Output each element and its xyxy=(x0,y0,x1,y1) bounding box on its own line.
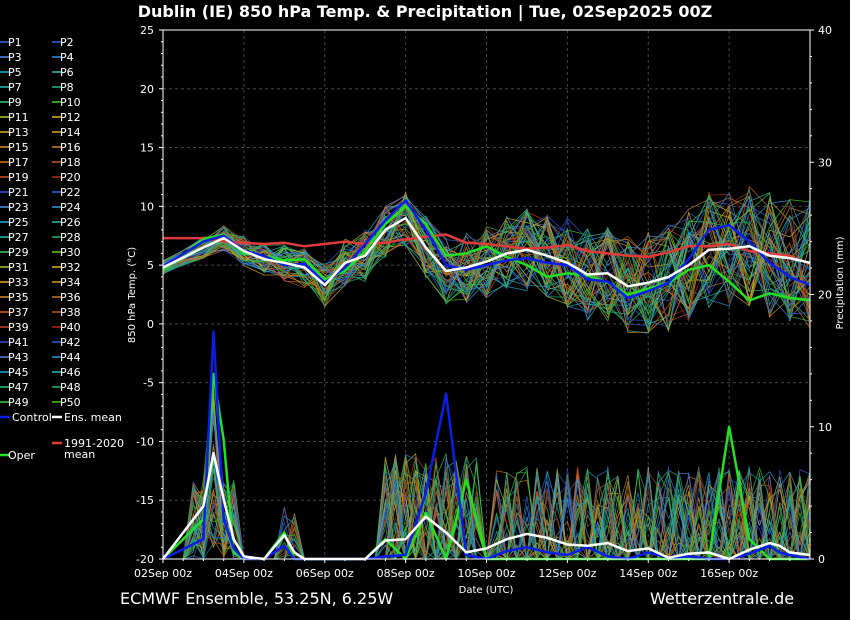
legend-label: Control xyxy=(12,411,52,424)
legend-label: P29 xyxy=(8,246,29,259)
series-ens-mean-temp xyxy=(162,216,811,288)
legend-label: P8 xyxy=(60,81,74,94)
ensemble-temp-line xyxy=(162,210,811,316)
legend-label: P19 xyxy=(8,171,29,184)
y-right-tick-label: 40 xyxy=(818,24,832,37)
x-tick-label: 06Sep 00z xyxy=(296,567,354,580)
y-left-tick-label: -10 xyxy=(136,435,154,448)
legend-label: 1991-2020 xyxy=(64,437,124,450)
x-tick-label: 14Sep 00z xyxy=(619,567,677,580)
footer-source: ECMWF Ensemble, 53.25N, 6.25W xyxy=(120,589,393,608)
legend-label: P15 xyxy=(8,141,29,154)
legend-label: P42 xyxy=(60,336,81,349)
legend-label: P22 xyxy=(60,186,81,199)
legend-label: P1 xyxy=(8,36,22,49)
y-right-tick-label: 30 xyxy=(818,156,832,169)
y-left-tick-label: 25 xyxy=(140,24,154,37)
legend-label: P20 xyxy=(60,171,81,184)
legend-label: P6 xyxy=(60,66,74,79)
ensemble-temp-line xyxy=(162,199,811,322)
legend-label: P43 xyxy=(8,351,29,364)
y-left-tick-label: -20 xyxy=(136,553,154,566)
y-left-tick-label: -5 xyxy=(143,377,154,390)
legend-label: P24 xyxy=(60,201,81,214)
ensemble-temp-line xyxy=(162,195,811,319)
series-control-temp xyxy=(162,199,811,300)
y-axis-left-label: 850 hPa Temp. (°C) xyxy=(127,247,138,343)
legend-label: P11 xyxy=(8,111,29,124)
legend-label: P37 xyxy=(8,306,29,319)
y-right-tick-label: 20 xyxy=(818,289,832,302)
legend-label: P44 xyxy=(60,351,81,364)
x-axis-label: Date (UTC) xyxy=(459,585,514,596)
x-tick-label: 10Sep 00z xyxy=(458,567,516,580)
legend-label: P50 xyxy=(60,396,81,409)
ensemble-temp-line xyxy=(162,187,811,315)
legend-label: P47 xyxy=(8,381,29,394)
legend-label: P13 xyxy=(8,126,29,139)
axis-ticks: 25 20 15 10 5 0 -5 -10 -15 -20 40 30 20 10 0 02Sep 00z 0… xyxy=(134,24,832,580)
ensemble-temp-line xyxy=(162,192,811,333)
legend-label: P14 xyxy=(60,126,81,139)
footer-site: Wetterzentrale.de xyxy=(650,589,794,608)
series-oper-temp xyxy=(162,205,811,302)
legend-label: P10 xyxy=(60,96,81,109)
legend-label: P28 xyxy=(60,231,81,244)
legend-label: P21 xyxy=(8,186,29,199)
legend-label: P36 xyxy=(60,291,81,304)
legend-label: P46 xyxy=(60,366,81,379)
legend-label: P35 xyxy=(8,291,29,304)
legend-label: P48 xyxy=(60,381,81,394)
legend-label: mean xyxy=(64,448,95,461)
legend-label: P3 xyxy=(8,51,22,64)
y-left-tick-label: 15 xyxy=(140,142,154,155)
y-right-tick-label: 10 xyxy=(818,421,832,434)
legend-label: P34 xyxy=(60,276,81,289)
legend-label: P39 xyxy=(8,321,29,334)
legend-label: Ens. mean xyxy=(64,411,122,424)
x-tick-label: 12Sep 00z xyxy=(538,567,596,580)
legend-label: P31 xyxy=(8,261,29,274)
y-left-tick-label: 5 xyxy=(147,259,154,272)
y-right-tick-label: 0 xyxy=(818,553,825,566)
legend: P1 P2 P3 P4 P5 P6 P7 P8 P9 P10 P11 P12 P13 P14 P15 P16 P… xyxy=(0,36,124,462)
x-tick-label: 04Sep 00z xyxy=(215,567,273,580)
y-axis-right-label: Precipitation (mm) xyxy=(835,236,846,329)
y-left-tick-label: 10 xyxy=(140,200,154,213)
x-tick-label: 08Sep 00z xyxy=(377,567,435,580)
legend-label: P7 xyxy=(8,81,22,94)
legend-label: P23 xyxy=(8,201,29,214)
y-left-tick-label: 20 xyxy=(140,83,154,96)
legend-label: P16 xyxy=(60,141,81,154)
chart-title: Dublin (IE) 850 hPa Temp. & Precipitatio… xyxy=(138,2,713,22)
legend-label: P45 xyxy=(8,366,29,379)
legend-label: Oper xyxy=(8,449,35,462)
y-left-tick-label: -15 xyxy=(136,494,154,507)
legend-label: P5 xyxy=(8,66,22,79)
legend-label: P30 xyxy=(60,246,81,259)
legend-label: P38 xyxy=(60,306,81,319)
legend-label: P26 xyxy=(60,216,81,229)
legend-label: P9 xyxy=(8,96,22,109)
series-1991-2020-mean-temp xyxy=(163,233,811,266)
legend-label: P17 xyxy=(8,156,29,169)
x-tick-label: 02Sep 00z xyxy=(134,567,192,580)
legend-label: P18 xyxy=(60,156,81,169)
legend-label: P32 xyxy=(60,261,81,274)
legend-label: P4 xyxy=(60,51,74,64)
legend-label: P12 xyxy=(60,111,81,124)
legend-label: P27 xyxy=(8,231,29,244)
x-tick-label: 16Sep 00z xyxy=(700,567,758,580)
legend-label: P41 xyxy=(8,336,29,349)
legend-label: P33 xyxy=(8,276,29,289)
legend-label: P2 xyxy=(60,36,74,49)
ensemble-temp-line xyxy=(162,215,811,310)
ensemble-temp-line xyxy=(162,205,811,331)
y-left-tick-label: 0 xyxy=(147,318,154,331)
legend-label: P49 xyxy=(8,396,29,409)
legend-label: P40 xyxy=(60,321,81,334)
legend-label: P25 xyxy=(8,216,29,229)
